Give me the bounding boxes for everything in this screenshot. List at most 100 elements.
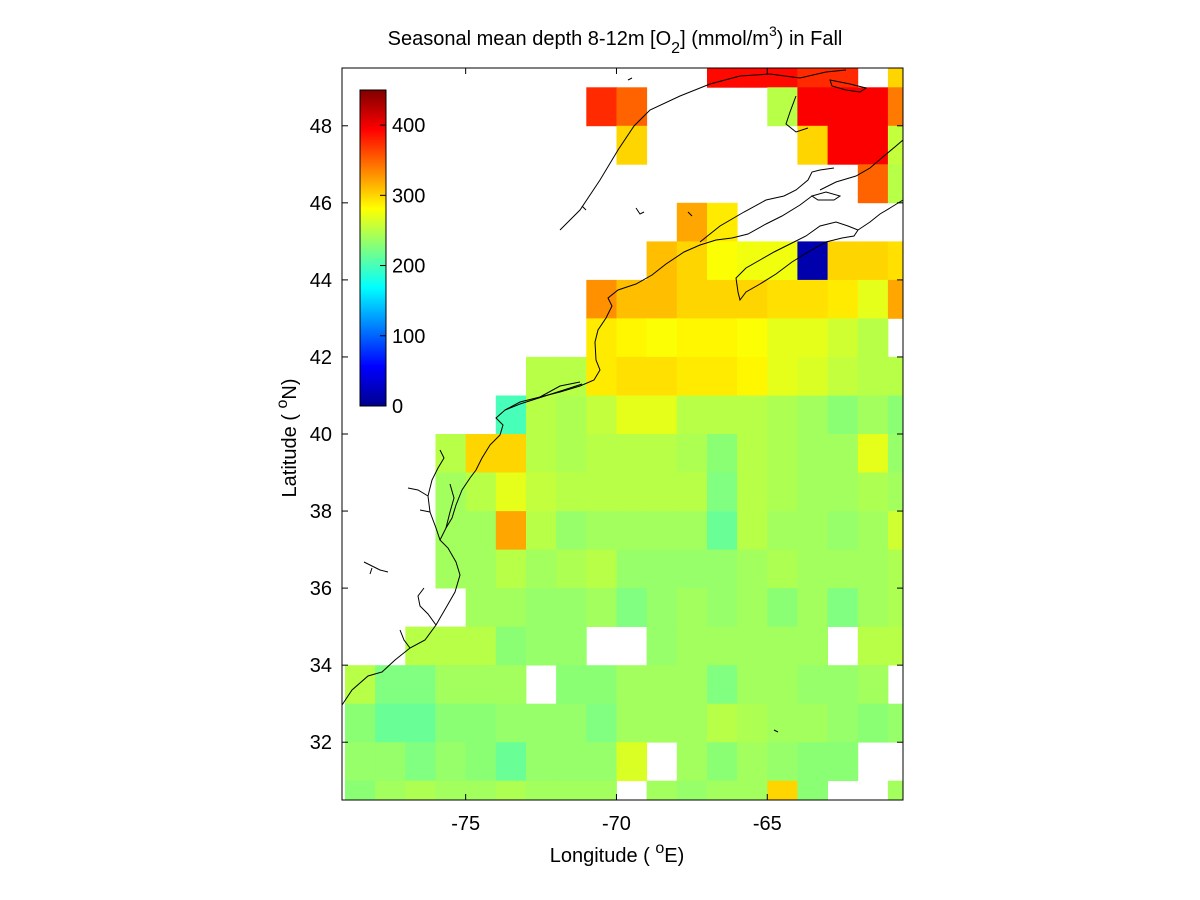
heatmap-cell xyxy=(767,279,798,319)
heatmap-cell xyxy=(345,780,376,801)
heatmap-cell xyxy=(495,434,527,473)
heatmap-cell xyxy=(887,703,904,743)
heatmap-cell xyxy=(797,703,828,743)
heatmap-cell xyxy=(616,742,648,782)
y-tick-label: 36 xyxy=(310,578,332,600)
heatmap-cell xyxy=(737,472,768,512)
heatmap-cell xyxy=(707,434,738,473)
heatmap-cell xyxy=(676,780,708,801)
heatmap-cell xyxy=(767,68,798,88)
heatmap-cell xyxy=(827,279,859,319)
heatmap-cell xyxy=(646,511,678,550)
heatmap-cell xyxy=(887,434,904,473)
heatmap-cell xyxy=(797,318,828,358)
heatmap-cell xyxy=(737,588,768,627)
heatmap-cell xyxy=(707,742,738,782)
heatmap-cell xyxy=(646,703,678,743)
heatmap-cell xyxy=(827,472,859,512)
heatmap-cell xyxy=(465,511,497,550)
heatmap-cell xyxy=(495,549,527,589)
heatmap-cell xyxy=(646,395,678,435)
heatmap-cell xyxy=(737,511,768,550)
heatmap-cell xyxy=(465,703,497,743)
heatmap-cell xyxy=(707,356,738,396)
heatmap-cell xyxy=(887,588,904,627)
heatmap-cell xyxy=(887,164,904,204)
heatmap-cell xyxy=(767,472,798,512)
heatmap-cell xyxy=(556,511,587,550)
x-axis-label: Longitude ( oE) xyxy=(550,840,685,867)
heatmap-cell xyxy=(827,356,859,396)
heatmap-cell xyxy=(797,241,828,281)
x-tick-label: -70 xyxy=(602,813,631,835)
heatmap-cell xyxy=(526,588,557,627)
heatmap-cell xyxy=(737,703,768,743)
heatmap-cell xyxy=(737,395,768,435)
heatmap-cell xyxy=(797,434,828,473)
heatmap-cell xyxy=(526,703,557,743)
heatmap-cell xyxy=(887,87,904,127)
heatmap-cell xyxy=(465,665,497,705)
heatmap-cell xyxy=(616,665,648,705)
heatmap-cell xyxy=(737,356,768,396)
heatmap-cell xyxy=(797,279,828,319)
heatmap-cell xyxy=(857,279,889,319)
heatmap-cell xyxy=(405,703,436,743)
heatmap-cell xyxy=(827,511,859,550)
title-text-mid: ] (mmol/m xyxy=(680,28,769,50)
heatmap-cell xyxy=(737,626,768,666)
heatmap-cell xyxy=(526,626,557,666)
heatmap-cell xyxy=(435,511,467,550)
heatmap-cell xyxy=(495,742,527,782)
colorbar-tick-label: 100 xyxy=(392,326,425,348)
plot-area: -75 -70 -65 32 34 36 38 40 42 44 46 48 xyxy=(310,67,904,835)
xlabel-post: E) xyxy=(664,845,684,867)
heatmap-cell xyxy=(707,703,738,743)
heatmap-cell xyxy=(495,626,527,666)
heatmap-cell xyxy=(676,703,708,743)
heatmap-cell xyxy=(676,395,708,435)
heatmap-cell xyxy=(646,356,678,396)
heatmap-cell xyxy=(465,742,497,782)
heatmap-cell xyxy=(646,434,678,473)
colorbar-tick-label: 200 xyxy=(392,256,425,278)
heatmap-cell xyxy=(345,665,376,705)
heatmap-cell xyxy=(616,588,648,627)
heatmap-cell xyxy=(465,626,497,666)
heatmap-cell xyxy=(887,511,904,550)
heatmap-cell xyxy=(827,318,859,358)
heatmap-cell xyxy=(435,434,467,473)
heatmap-cell xyxy=(526,356,557,396)
y-tick-label: 40 xyxy=(310,424,332,446)
heatmap-cell xyxy=(827,434,859,473)
heatmap-cell xyxy=(797,395,828,435)
ylabel-pre: Latitude ( xyxy=(279,409,301,498)
heatmap-cell xyxy=(827,395,859,435)
heatmap-cell xyxy=(646,588,678,627)
heatmap-cell xyxy=(586,665,617,705)
heatmap-cell xyxy=(586,279,617,319)
heatmap-cell xyxy=(616,703,648,743)
heatmap-cell xyxy=(676,241,708,281)
heatmap-cell xyxy=(737,742,768,782)
heatmap-cell xyxy=(435,703,467,743)
heatmap-cell xyxy=(767,703,798,743)
heatmap-cell xyxy=(707,241,738,281)
heatmap-cell xyxy=(827,665,859,705)
heatmap-cell xyxy=(646,780,678,801)
heatmap-cell xyxy=(707,549,738,589)
heatmap-cell xyxy=(857,665,889,705)
heatmap-cell xyxy=(526,434,557,473)
heatmap-cell xyxy=(676,279,708,319)
heatmap-cell xyxy=(707,588,738,627)
title-superscript: 3 xyxy=(769,23,777,39)
heatmap-cell xyxy=(616,549,648,589)
heatmap-cell xyxy=(797,588,828,627)
heatmap-cell xyxy=(616,279,648,319)
y-tick-label: 42 xyxy=(310,347,332,369)
heatmap-cell xyxy=(465,472,497,512)
y-tick-label: 32 xyxy=(310,732,332,754)
heatmap-cell xyxy=(586,703,617,743)
y-tick-label: 46 xyxy=(310,193,332,215)
heatmap-cell xyxy=(646,241,678,281)
